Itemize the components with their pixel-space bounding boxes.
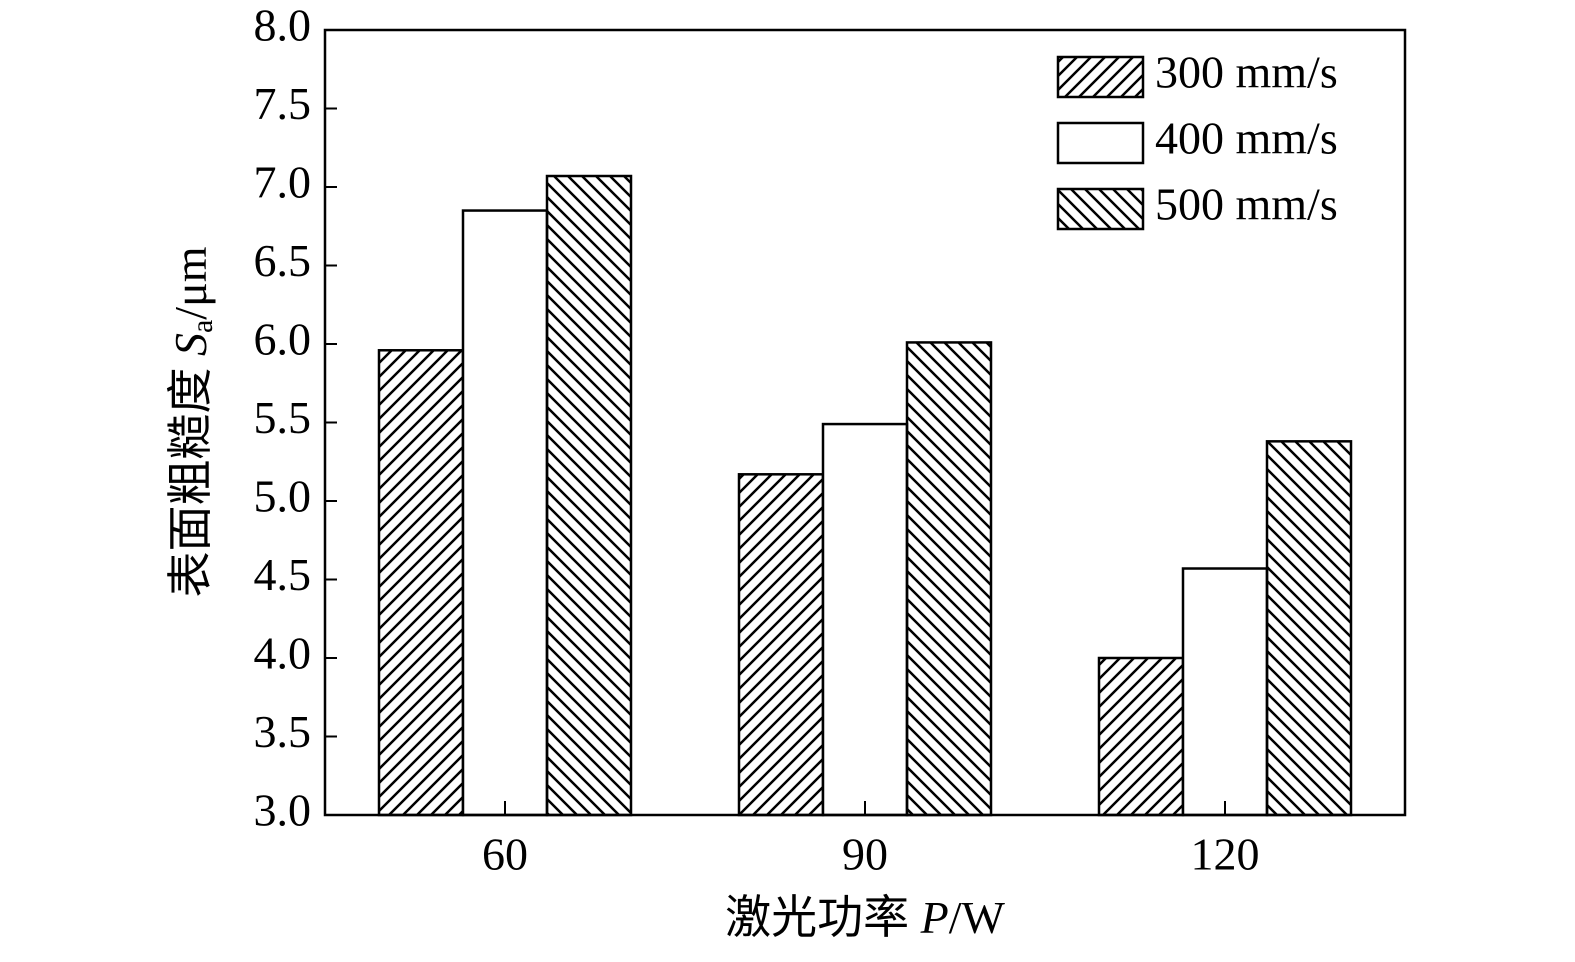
y-label-var: S [165,333,216,356]
y-tick-label: 4.0 [254,628,312,679]
bar [545,174,633,817]
x-axis-label: 激光功率 P/W [725,892,1005,943]
legend-swatch [1056,187,1145,231]
y-tick-label: 8.0 [254,0,312,51]
y-tick-label: 6.5 [254,235,312,286]
legend-label: 300 mm/s [1155,47,1338,98]
legend-swatch [1056,121,1145,165]
y-tick-label: 3.0 [254,785,312,836]
y-axis-label: 表面粗糙度 Sa/μm [165,246,219,597]
y-label-unit: /μm [165,246,216,319]
bar [1097,656,1185,817]
legend-label: 400 mm/s [1155,113,1338,164]
y-tick-label: 7.5 [254,78,312,129]
y-label-text: 表面粗糙度 [165,356,216,598]
y-tick-label: 3.5 [254,706,312,757]
bar [737,473,825,817]
x-tick-label: 60 [482,829,528,880]
y-label-sub: a [186,320,219,333]
bar [905,341,993,817]
bar [1265,440,1353,817]
bar [461,209,549,817]
x-label-text: 激光功率 [725,892,921,943]
y-tick-label: 6.0 [254,314,312,365]
y-tick-label: 5.5 [254,392,312,443]
y-tick-label: 4.5 [254,549,312,600]
legend-label: 500 mm/s [1155,179,1338,230]
plot-frame [323,28,1407,817]
y-tick-label: 5.0 [254,471,312,522]
bar [821,422,909,817]
legend-swatch [1056,55,1145,99]
bar [377,349,465,817]
x-label-var: P [920,892,949,943]
x-label-unit: /W [949,892,1006,943]
bar [1181,567,1269,817]
x-tick-label: 120 [1191,829,1260,880]
x-tick-label: 90 [842,829,888,880]
y-tick-label: 7.0 [254,157,312,208]
